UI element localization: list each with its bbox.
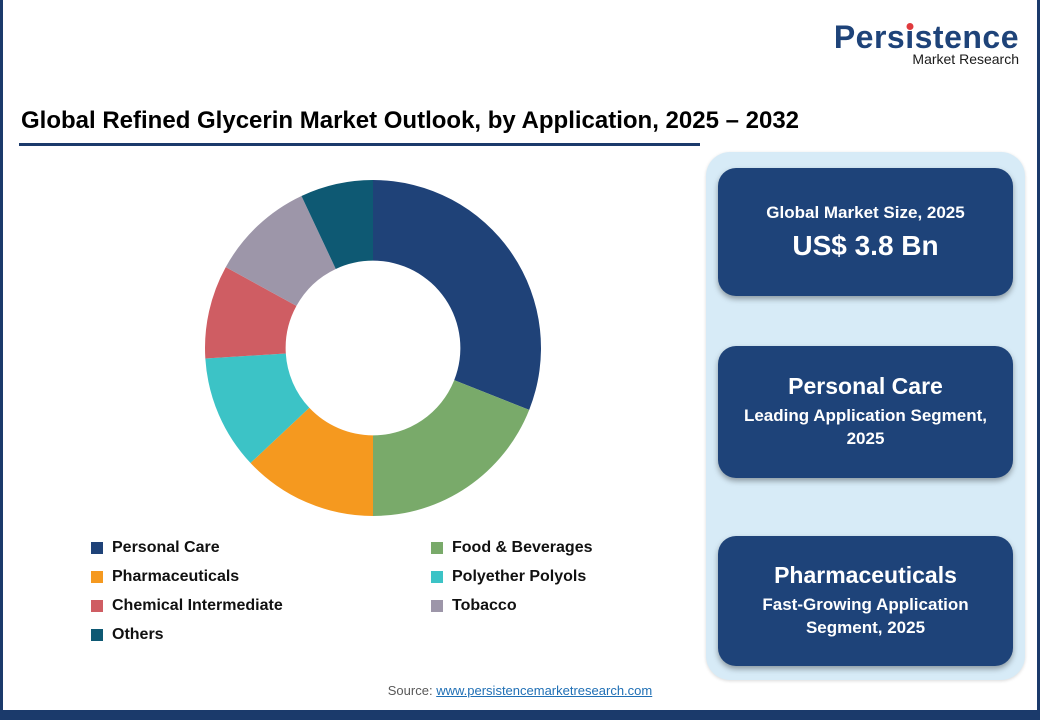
donut-segment-polyether-polyols [205,353,310,463]
legend-item-others: Others [91,625,431,645]
legend-swatch-personal-care [91,542,103,554]
legend-item-chemical-intermediate: Chemical Intermediate [91,596,431,616]
legend-label: Tobacco [452,597,517,614]
fast-growing-segment-label: Fast-Growing Application Segment, 2025 [762,594,969,638]
donut-chart [204,180,541,516]
highlights-panel: Global Market Size, 2025 US$ 3.8 Bn Pers… [706,152,1025,680]
legend-item-pharmaceuticals: Pharmaceuticals [91,567,431,587]
donut-segment-chemical-intermediate [204,267,297,359]
legend-swatch-food-beverages [431,542,443,554]
donut-segment-personal-care [373,180,541,410]
source-line: Source: www.persistencemarketresearch.co… [3,683,1037,698]
leading-segment-name: Personal Care [788,372,943,399]
legend-label: Polyether Polyols [452,568,587,585]
brand-name: Persıstence [834,20,1019,54]
legend-label: Chemical Intermediate [112,597,283,614]
brand-name-part: Pers [833,19,906,55]
legend-label: Food & Beverages [452,539,593,556]
page-title: Global Refined Glycerin Market Outlook, … [21,107,800,134]
source-label: Source: [387,683,433,698]
legend-swatch-chemical-intermediate [91,600,103,612]
brand-name-i: ı [905,19,915,55]
brand-logo: Persıstence Market Research [834,20,1019,67]
brand-tagline: Market Research [912,51,1019,67]
title-underline [19,143,700,146]
fast-growing-segment-card: Pharmaceuticals Fast-Growing Application… [718,536,1013,666]
legend-item-polyether-polyols: Polyether Polyols [431,567,592,587]
legend-swatch-others [91,629,103,641]
legend-swatch-pharmaceuticals [91,571,103,583]
legend-item-food-beverages: Food & Beverages [431,538,592,558]
legend-item-personal-care: Personal Care [91,538,431,558]
chart-legend: Personal Care Food & Beverages Pharmaceuti… [91,538,592,645]
brand-name-part: stence [914,19,1019,55]
market-size-value: US$ 3.8 Bn [792,230,939,262]
legend-swatch-tobacco [431,600,443,612]
donut-segment-others [301,180,373,269]
legend-swatch-polyether-polyols [431,571,443,583]
market-size-card: Global Market Size, 2025 US$ 3.8 Bn [718,168,1013,296]
legend-label: Others [112,626,164,643]
legend-item-tobacco: Tobacco [431,596,592,616]
leading-segment-label: Leading Application Segment, 2025 [743,405,988,449]
donut-segment-food-beverages [373,380,530,516]
legend-label: Personal Care [112,539,220,556]
source-link[interactable]: www.persistencemarketresearch.com [436,683,653,698]
leading-segment-card: Personal Care Leading Application Segmen… [718,346,1013,478]
fast-growing-segment-name: Pharmaceuticals [774,561,957,588]
brand-red-dot-i: ı [905,20,914,54]
market-size-label: Global Market Size, 2025 [766,203,965,223]
legend-label: Pharmaceuticals [112,568,240,585]
donut-segment-pharmaceuticals [250,407,373,516]
donut-segment-tobacco [225,195,336,306]
